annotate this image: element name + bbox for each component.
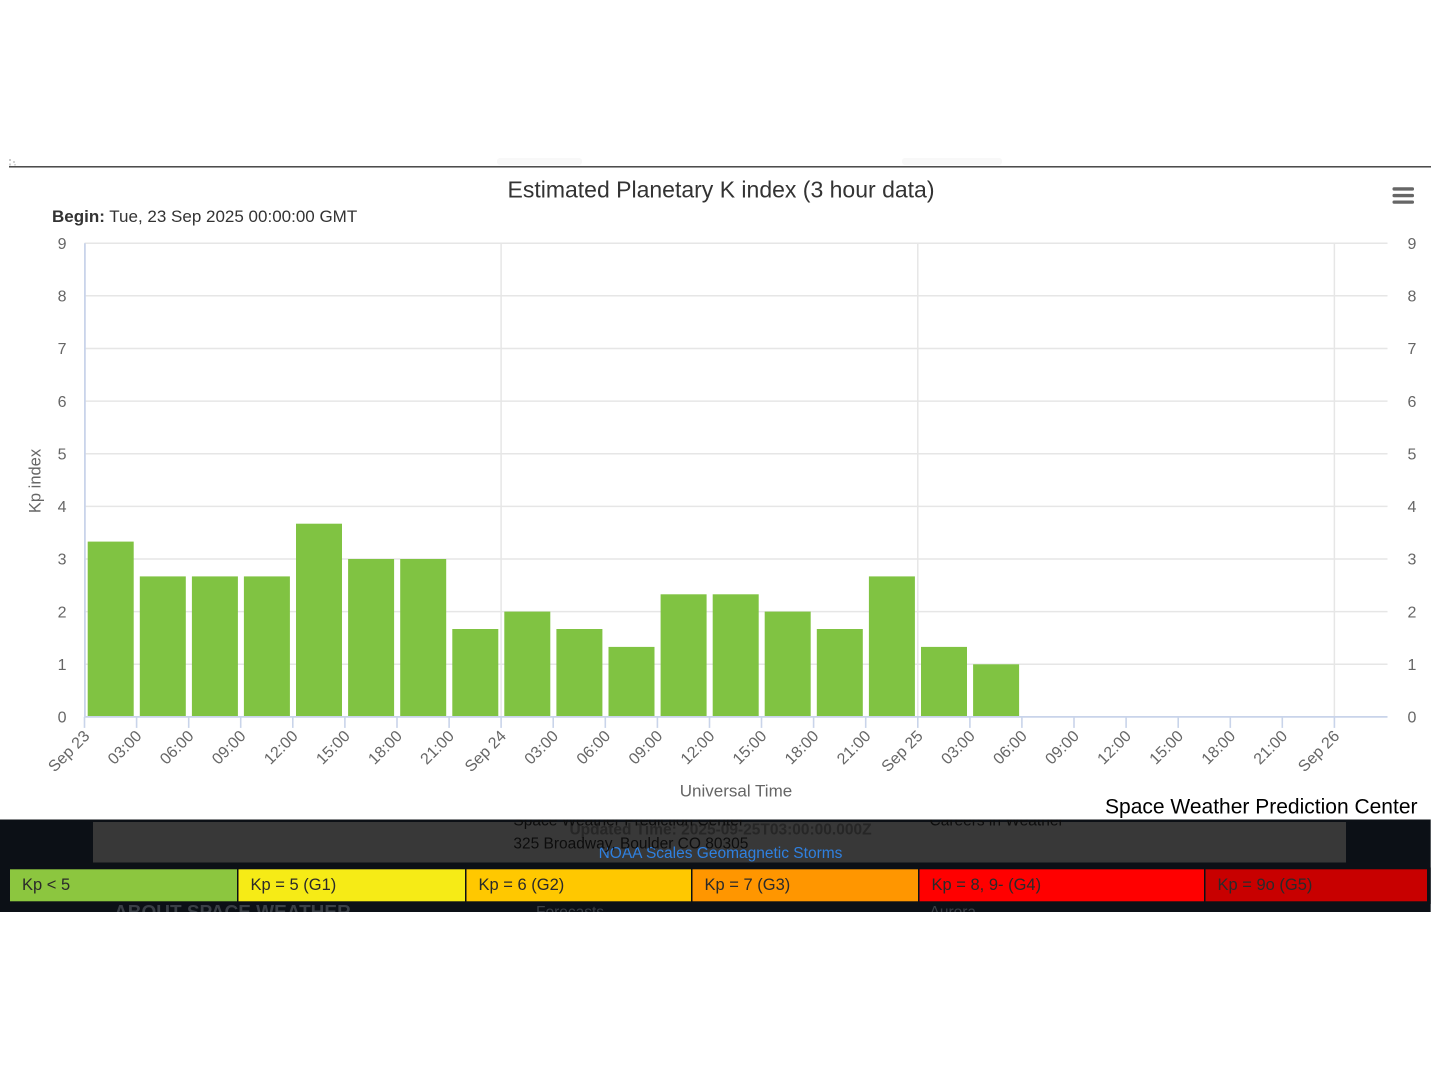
svg-text:09:00: 09:00 <box>209 728 249 768</box>
svg-text:6: 6 <box>58 394 67 411</box>
svg-text:ABOUT SPACE WEATHER: ABOUT SPACE WEATHER <box>114 903 351 924</box>
svg-text:Sep 26: Sep 26 <box>1295 728 1343 776</box>
svg-text:Kp = 9o (G5): Kp = 9o (G5) <box>1218 876 1313 894</box>
svg-text:Kp = 8, 9- (G4): Kp = 8, 9- (G4) <box>932 876 1042 894</box>
svg-text:NOAA Scales Geomagnetic Storms: NOAA Scales Geomagnetic Storms <box>599 845 843 862</box>
svg-text:Careers in Weather: Careers in Weather <box>930 813 1064 830</box>
svg-text:9: 9 <box>1408 236 1417 253</box>
svg-text:1: 1 <box>58 657 67 674</box>
svg-text:8: 8 <box>1408 289 1417 306</box>
svg-text:09:00: 09:00 <box>626 728 666 768</box>
svg-text:06:00: 06:00 <box>574 728 614 768</box>
svg-text:12:00: 12:00 <box>1095 728 1135 768</box>
svg-text:Begin: Tue, 23 Sep 2025 00:00:: Begin: Tue, 23 Sep 2025 00:00:00 GMT <box>52 207 357 226</box>
svg-text:Forecasts: Forecasts <box>536 904 604 921</box>
svg-text:15:00: 15:00 <box>730 728 770 768</box>
svg-text:0: 0 <box>1408 710 1417 727</box>
svg-text:Updated Time: 2025-09-25T03:00: Updated Time: 2025-09-25T03:00:00.000Z <box>569 821 872 838</box>
svg-text:1: 1 <box>1408 657 1417 674</box>
svg-text:8: 8 <box>58 289 67 306</box>
svg-text:03:00: 03:00 <box>522 728 562 768</box>
svg-text:21:00: 21:00 <box>418 728 458 768</box>
svg-text:5: 5 <box>58 446 67 463</box>
svg-text:Universal Time: Universal Time <box>680 782 792 801</box>
svg-text:Kp = 6 (G2): Kp = 6 (G2) <box>479 876 565 894</box>
svg-text:06:00: 06:00 <box>157 728 197 768</box>
svg-text:06:00: 06:00 <box>990 728 1030 768</box>
svg-text:3: 3 <box>1408 552 1417 569</box>
svg-text:7: 7 <box>58 341 67 358</box>
svg-text:12:00: 12:00 <box>261 728 301 768</box>
svg-text:Sep 25: Sep 25 <box>879 728 927 776</box>
svg-text:2: 2 <box>58 604 67 621</box>
svg-text:4: 4 <box>58 499 67 516</box>
svg-text:15:00: 15:00 <box>1147 728 1187 768</box>
svg-text:7: 7 <box>1408 341 1417 358</box>
svg-text:6: 6 <box>1408 394 1417 411</box>
svg-text:2: 2 <box>1408 604 1417 621</box>
svg-text:18:00: 18:00 <box>1199 728 1239 768</box>
svg-text:Estimated Planetary K index (3: Estimated Planetary K index (3 hour data… <box>507 176 934 202</box>
svg-text:Kp = 5 (G1): Kp = 5 (G1) <box>251 876 337 894</box>
svg-text:Sep 23: Sep 23 <box>45 728 93 776</box>
svg-text:0: 0 <box>58 710 67 727</box>
svg-text:21:00: 21:00 <box>1251 728 1291 768</box>
svg-text:325 Broadway, Boulder CO 80305: 325 Broadway, Boulder CO 80305 <box>513 835 748 852</box>
svg-text:21:00: 21:00 <box>834 728 874 768</box>
svg-text:Kp = 7 (G3): Kp = 7 (G3) <box>705 876 791 894</box>
svg-text:Kp < 5: Kp < 5 <box>22 876 70 894</box>
svg-text:Sep 24: Sep 24 <box>462 728 510 776</box>
svg-text:4: 4 <box>1408 499 1417 516</box>
svg-text:3: 3 <box>58 552 67 569</box>
svg-text:15:00: 15:00 <box>313 728 353 768</box>
svg-text:Kp index: Kp index <box>27 448 45 513</box>
svg-text:09:00: 09:00 <box>1042 728 1082 768</box>
svg-text:5: 5 <box>1408 446 1417 463</box>
svg-text:03:00: 03:00 <box>105 728 145 768</box>
svg-text:12:00: 12:00 <box>678 728 718 768</box>
svg-text:Space Weather Prediction Cente: Space Weather Prediction Center <box>513 813 744 830</box>
svg-text:9: 9 <box>58 236 67 253</box>
svg-text:18:00: 18:00 <box>365 728 405 768</box>
svg-text:Space Weather Prediction Cente: Space Weather Prediction Center <box>1105 796 1417 819</box>
svg-text:Aurora: Aurora <box>930 904 977 921</box>
svg-text:03:00: 03:00 <box>938 728 978 768</box>
svg-text:18:00: 18:00 <box>782 728 822 768</box>
